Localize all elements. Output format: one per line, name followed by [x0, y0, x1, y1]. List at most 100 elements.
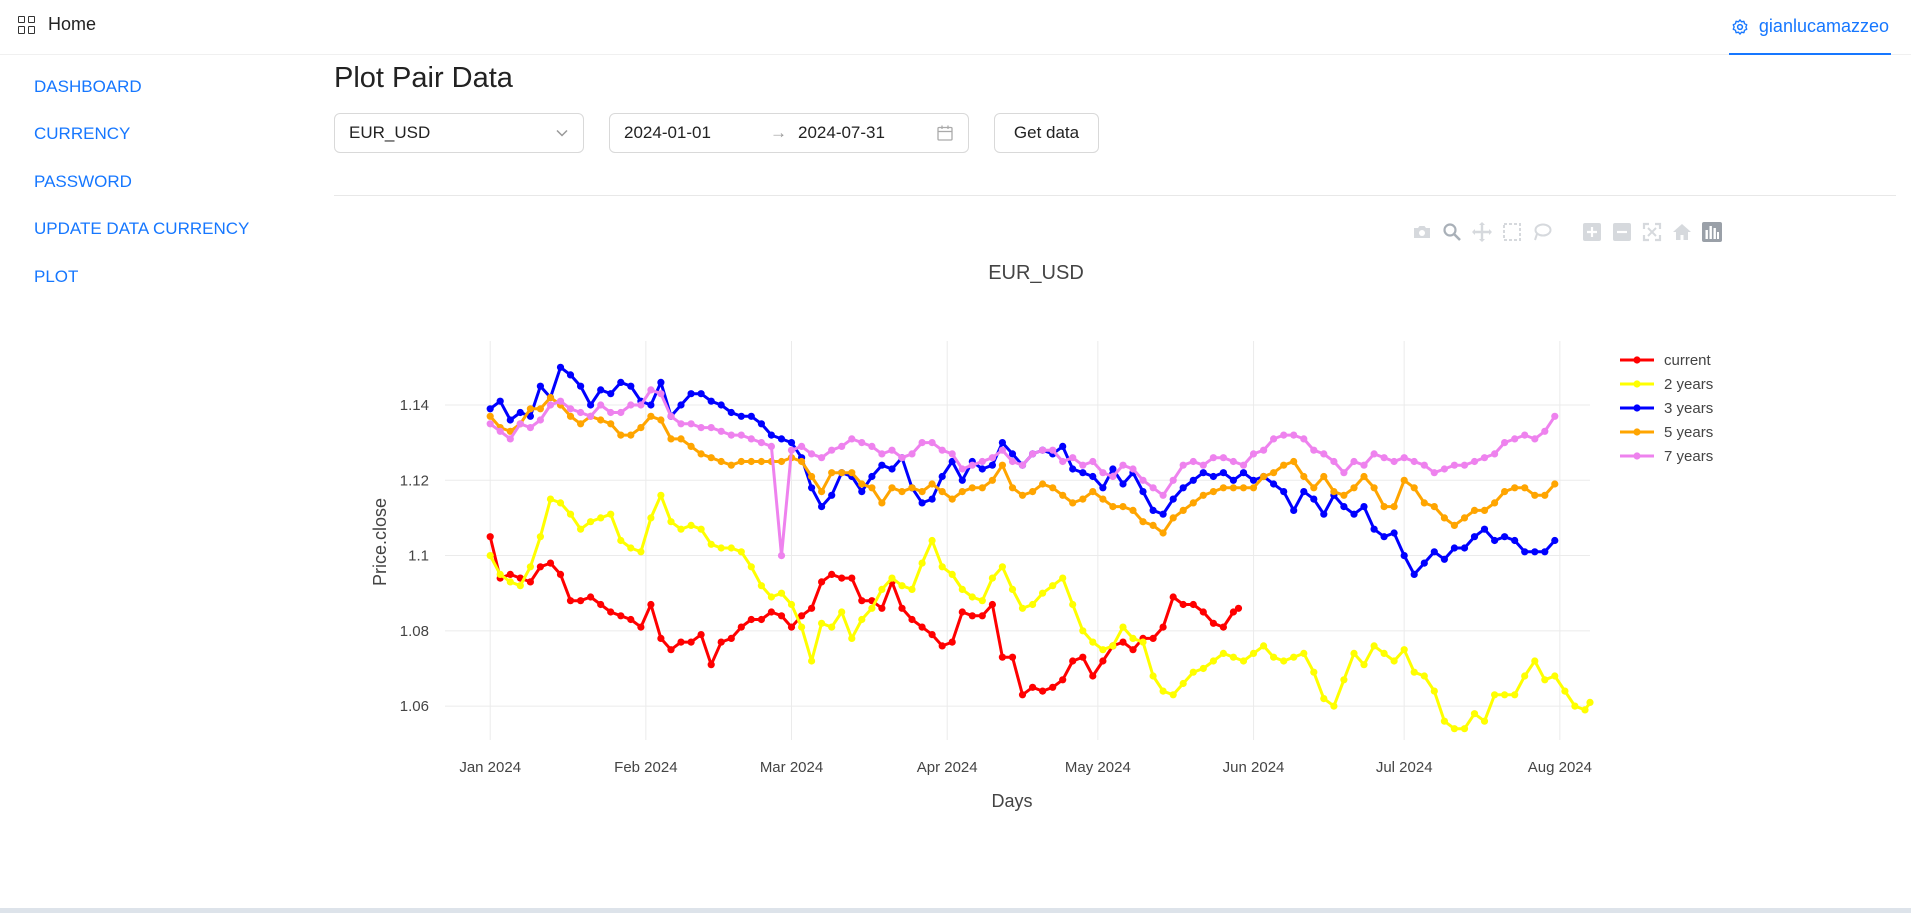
home-menu-item[interactable]: Home — [18, 14, 96, 35]
data-point — [486, 412, 494, 420]
data-point — [607, 408, 615, 417]
reset-axes-icon[interactable] — [1670, 220, 1694, 244]
data-point — [1390, 657, 1398, 665]
legend-item[interactable]: 7 years — [1620, 448, 1713, 465]
plotly-logo-icon[interactable] — [1700, 220, 1724, 244]
data-point — [516, 420, 524, 428]
data-point — [868, 442, 876, 450]
lasso-select-icon[interactable] — [1530, 220, 1554, 244]
data-point — [1149, 506, 1157, 514]
pan-icon[interactable] — [1470, 220, 1494, 244]
data-point — [1079, 495, 1087, 503]
data-point — [838, 574, 846, 582]
sidebar-item-update-data-currency[interactable]: UPDATE DATA CURRENCY — [34, 219, 250, 238]
data-point — [1501, 533, 1509, 541]
legend-label: 3 years — [1664, 400, 1713, 417]
data-point — [1511, 691, 1519, 699]
data-point — [677, 638, 685, 646]
data-point — [647, 386, 655, 394]
data-point — [506, 578, 514, 586]
data-point — [1280, 431, 1288, 439]
data-point — [958, 476, 966, 484]
data-point — [1069, 657, 1077, 665]
data-point — [818, 454, 826, 462]
zoom-icon[interactable] — [1440, 220, 1464, 244]
data-point — [918, 559, 926, 567]
camera-icon[interactable] — [1410, 220, 1434, 244]
sidebar-item-currency[interactable]: CURRENCY — [34, 124, 131, 143]
currency-pair-select[interactable]: EUR_USD — [334, 113, 584, 153]
data-point — [1219, 484, 1227, 492]
data-point — [1310, 446, 1318, 454]
sidebar-item-password[interactable]: PASSWORD — [34, 172, 132, 191]
data-point — [587, 412, 595, 420]
autoscale-icon[interactable] — [1640, 220, 1664, 244]
data-point — [1249, 476, 1258, 484]
legend-item[interactable]: 2 years — [1620, 376, 1713, 393]
sidebar-item-dashboard[interactable]: DASHBOARD — [34, 77, 142, 96]
data-point — [798, 457, 806, 466]
data-point — [1049, 484, 1057, 492]
legend-marker — [1633, 428, 1641, 436]
data-point — [1234, 604, 1243, 612]
x-tick-label: Feb 2024 — [614, 759, 677, 776]
user-menu[interactable]: gianlucamazzeo — [1728, 0, 1891, 55]
data-point — [1470, 533, 1479, 541]
data-point — [607, 390, 615, 398]
end-date-input[interactable]: 2024-07-31 — [798, 123, 885, 142]
data-point — [1008, 585, 1017, 593]
data-point — [1491, 499, 1499, 507]
data-point — [1400, 454, 1408, 462]
zoom-in-icon[interactable] — [1580, 220, 1604, 244]
data-point — [1420, 461, 1428, 469]
data-point — [878, 604, 886, 612]
get-data-button[interactable]: Get data — [994, 113, 1099, 153]
data-point — [627, 382, 635, 390]
data-point — [1029, 488, 1037, 496]
data-point — [1460, 725, 1469, 733]
data-point — [556, 397, 565, 405]
data-point — [1501, 691, 1509, 699]
data-point — [566, 597, 575, 605]
data-point — [1069, 600, 1077, 609]
price-line-chart: EUR_USD Days Price.close Jan 2024 Feb 202… — [370, 262, 1713, 811]
data-point — [1531, 491, 1539, 499]
legend-item[interactable]: 3 years — [1620, 400, 1713, 417]
legend-item[interactable]: 5 years — [1620, 424, 1713, 441]
data-point — [1199, 491, 1207, 499]
data-point — [587, 401, 595, 409]
data-point — [1320, 510, 1328, 518]
legend-marker — [1633, 452, 1641, 460]
series-5-years — [486, 393, 1559, 537]
sidebar-item-plot[interactable]: PLOT — [34, 267, 79, 286]
data-point — [1300, 472, 1308, 481]
data-point — [707, 397, 715, 405]
legend-item[interactable]: current — [1620, 352, 1712, 369]
data-point — [1249, 450, 1258, 458]
date-range-picker[interactable]: 2024-01-01 → 2024-07-31 — [609, 113, 969, 153]
x-tick-label: Jul 2024 — [1376, 759, 1433, 776]
data-point — [1480, 454, 1489, 462]
data-point — [496, 397, 504, 405]
data-point — [717, 544, 725, 552]
data-point — [1300, 435, 1308, 443]
data-point — [1450, 461, 1458, 469]
data-point — [1491, 536, 1499, 545]
data-point — [1390, 503, 1398, 511]
zoom-out-icon[interactable] — [1610, 220, 1634, 244]
data-point — [506, 427, 514, 435]
data-point — [1511, 435, 1519, 443]
data-point — [858, 480, 866, 488]
data-point — [938, 446, 946, 454]
data-point — [1380, 533, 1388, 541]
data-point — [868, 604, 876, 612]
box-select-icon[interactable] — [1500, 220, 1524, 244]
data-point — [1149, 521, 1157, 529]
data-point — [838, 608, 846, 616]
data-point — [1370, 450, 1378, 458]
data-point — [1260, 446, 1268, 454]
data-point — [1430, 687, 1438, 695]
data-point — [1109, 503, 1117, 511]
start-date-input[interactable]: 2024-01-01 — [624, 123, 711, 142]
data-point — [697, 424, 705, 432]
